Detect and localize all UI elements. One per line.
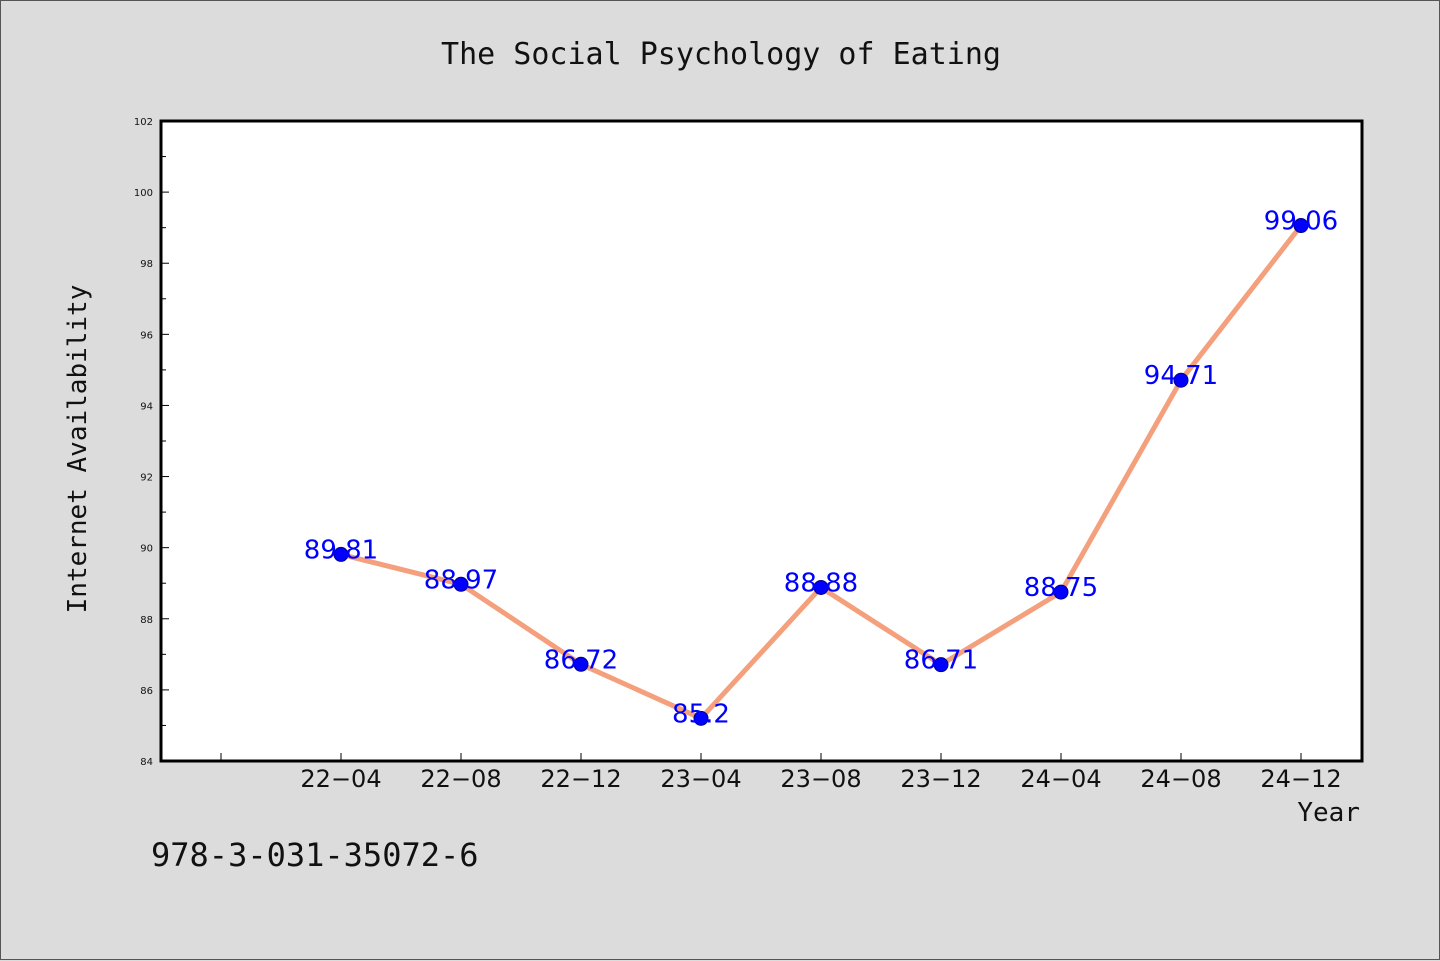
- data-label: 88.97: [424, 565, 498, 595]
- y-tick-label: 88: [140, 615, 153, 626]
- data-point: [1293, 218, 1309, 234]
- x-tick-label: 24−12: [1260, 765, 1341, 793]
- data-point: [933, 657, 949, 673]
- data-point: [813, 579, 829, 595]
- y-axis: 84 86 88 90 92 94 96 98 100 102: [134, 117, 169, 768]
- y-tick-label: 94: [140, 401, 153, 412]
- data-point: [453, 576, 469, 592]
- x-tick-label: 22−12: [540, 765, 621, 793]
- data-label: 85.2: [672, 699, 730, 729]
- data-point: [573, 656, 589, 672]
- y-tick-label: 102: [134, 117, 153, 128]
- x-tick-label: 23−08: [780, 765, 861, 793]
- data-label: 86.72: [544, 645, 618, 675]
- x-axis-label: Year: [1297, 798, 1360, 828]
- x-tick-label: 22−04: [300, 765, 381, 793]
- y-axis-label: Internet Availability: [63, 285, 93, 614]
- x-tick-label: 22−08: [420, 765, 501, 793]
- isbn-text: 978-3-031-35072-6: [151, 836, 479, 874]
- x-tick-label: 23−12: [900, 765, 981, 793]
- data-point: [1173, 372, 1189, 388]
- x-tick-label: 24−04: [1020, 765, 1101, 793]
- data-label: 86.71: [904, 646, 978, 676]
- y-tick-label: 100: [134, 188, 153, 199]
- data-point: [333, 546, 349, 562]
- x-axis: 22−04 22−08 22−12 23−04 23−08 23−12 24−04 24−08…: [220, 753, 1342, 793]
- y-tick-label: 96: [140, 330, 153, 341]
- data-label: 88.75: [1024, 573, 1098, 603]
- data-label: 88.88: [784, 568, 858, 598]
- data-labels: 89.81 88.97 86.72 85.2 88.88 86.71 88.75 94.71 9…: [304, 207, 1338, 730]
- plot-border: [159, 119, 1364, 763]
- y-tick-label: 90: [140, 544, 153, 555]
- y-tick-label: 86: [140, 686, 153, 697]
- data-label: 89.81: [304, 535, 378, 565]
- plot-area: [161, 121, 1362, 761]
- y-tick-label: 84: [140, 757, 153, 768]
- data-point: [1053, 584, 1069, 600]
- y-tick-label: 98: [140, 259, 153, 270]
- data-label: 94.71: [1144, 361, 1218, 391]
- chart-title: The Social Psychology of Eating: [441, 37, 1001, 72]
- data-point: [693, 710, 709, 726]
- data-label: 99.06: [1264, 207, 1338, 237]
- y-tick-label: 92: [140, 473, 153, 484]
- x-tick-label: 23−04: [660, 765, 741, 793]
- x-tick-label: 24−08: [1140, 765, 1221, 793]
- data-markers: [333, 218, 1309, 726]
